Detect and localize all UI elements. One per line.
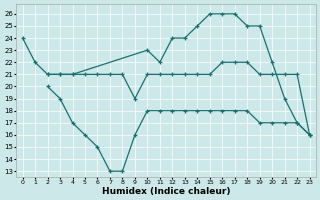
X-axis label: Humidex (Indice chaleur): Humidex (Indice chaleur) xyxy=(102,187,230,196)
